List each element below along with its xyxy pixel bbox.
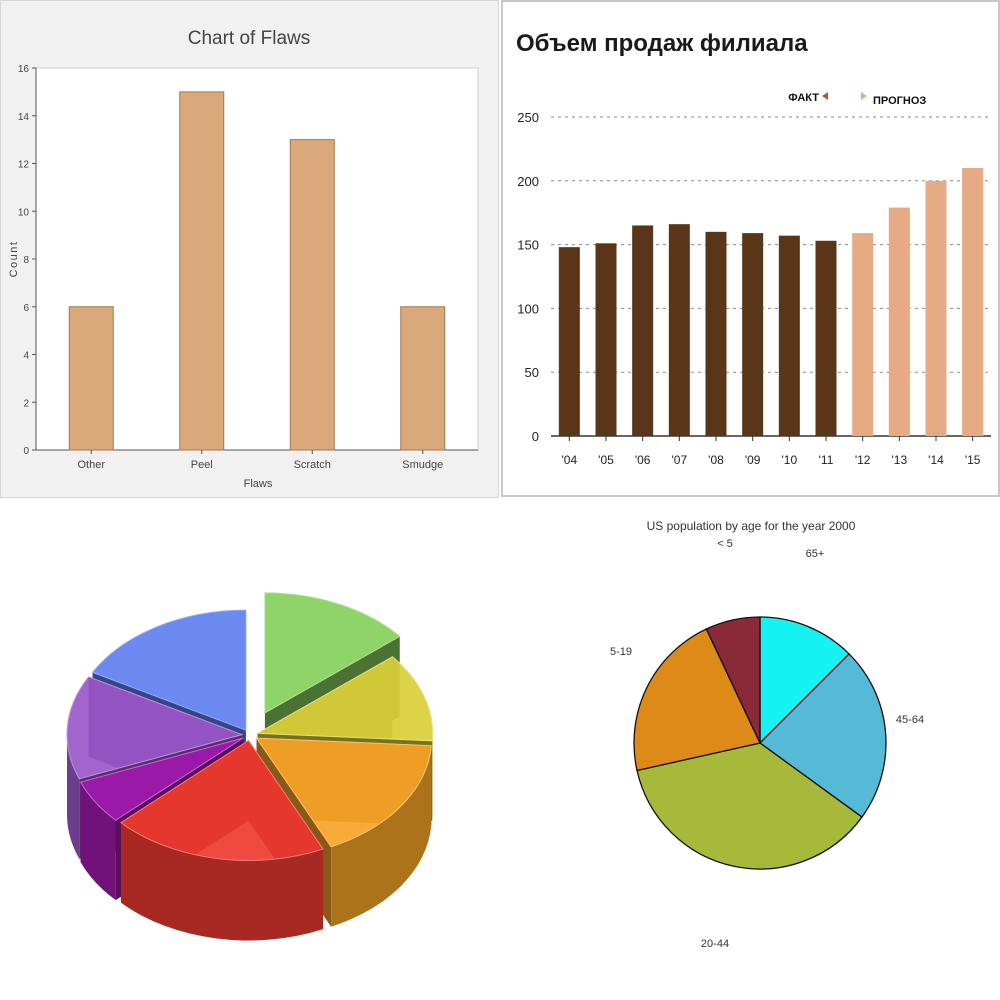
bar-forecast — [852, 233, 874, 436]
x-tick-label: '07 — [672, 453, 688, 467]
pie3d-slice-wall — [80, 782, 116, 901]
sales-chart: Объем продаж филиала 0 50 100 150 200 250 '04 '0… — [516, 30, 991, 467]
x-tick-label: '15 — [965, 453, 981, 467]
pie3d-slice-wall — [67, 734, 80, 859]
pie-slice-3 — [633, 628, 761, 772]
bar-other — [68, 306, 114, 451]
pie-slice-2 — [636, 742, 863, 870]
bar-fact — [778, 235, 800, 436]
chart-title: Объем продаж филиала — [516, 30, 808, 57]
x-tick-label: Peel — [191, 459, 213, 471]
flaws-chart-panel: Chart of Flaws 0 2 4 6 8 10 12 14 16 Other Peel Scra… — [0, 0, 499, 498]
bar-forecast — [925, 180, 947, 436]
bar-peel — [179, 91, 225, 451]
bar-fact — [668, 224, 690, 436]
y-tick-label: 100 — [517, 301, 539, 316]
pie3d-slice-top — [91, 609, 247, 731]
uspop-chart-panel: US population by age for the year 2000 65… — [500, 505, 1000, 1000]
bar-smudge — [400, 306, 446, 451]
x-tick-label: '10 — [782, 453, 798, 467]
uspop-chart: US population by age for the year 2000 65… — [610, 519, 924, 950]
slice-label: 5-19 — [610, 646, 632, 658]
pie3d-slice-top — [255, 737, 432, 848]
legend-label-fact: ФАКТ — [788, 92, 819, 104]
pie-slice-0 — [759, 616, 851, 745]
y-tick-label: 150 — [517, 238, 539, 253]
y-tick-label: 250 — [517, 110, 539, 125]
x-axis-label: Flaws — [244, 478, 273, 490]
bar-fact — [815, 240, 837, 436]
x-tick-label: '05 — [598, 453, 614, 467]
y-tick-label: 8 — [23, 255, 29, 266]
pie3d-slice-wall — [120, 822, 324, 941]
pie3d-slice-top — [79, 737, 244, 821]
bar-forecast — [962, 168, 984, 437]
y-tick-label: 2 — [23, 398, 29, 409]
y-tick-label: 12 — [18, 160, 30, 171]
sales-chart-panel: Объем продаж филиала 0 50 100 150 200 250 '04 '0… — [501, 0, 1000, 497]
pie-slice-4 — [705, 616, 761, 744]
pie-slice-1 — [759, 652, 887, 818]
x-tick-label: Smudge — [402, 459, 443, 471]
x-tick-label: '09 — [745, 453, 761, 467]
x-tick-label: '08 — [708, 453, 724, 467]
chart-title: US population by age for the year 2000 — [647, 519, 856, 533]
slice-label: 65+ — [806, 548, 825, 560]
pie3d-chart — [66, 592, 434, 941]
slice-label: 20-44 — [701, 938, 729, 950]
slice-label: 45-64 — [896, 714, 924, 726]
pie3d-slice-3 — [120, 739, 324, 941]
pie3d-slice-top — [255, 656, 434, 742]
x-tick-label: '06 — [635, 453, 651, 467]
legend-arrow-fact — [822, 92, 828, 100]
slice-label: < 5 — [717, 538, 733, 550]
y-tick-label: 16 — [18, 64, 30, 75]
x-tick-label: '11 — [819, 453, 834, 467]
x-tick-label: '04 — [562, 453, 578, 467]
bar-fact — [632, 225, 654, 436]
bar-scratch — [289, 139, 335, 451]
bar-fact — [595, 243, 617, 436]
pie3d-slice-top — [120, 739, 324, 862]
y-tick-label: 14 — [18, 112, 30, 123]
y-tick-label: 200 — [517, 174, 539, 189]
y-tick-label: 0 — [23, 446, 29, 457]
y-tick-label: 0 — [532, 429, 539, 444]
pie3d-chart-panel — [0, 505, 500, 1000]
chart-title: Chart of Flaws — [188, 28, 310, 49]
legend-label-forecast: ПРОГНОЗ — [873, 95, 926, 107]
x-tick-label: '14 — [928, 453, 944, 467]
pie3d-slice-top — [66, 676, 244, 780]
pie3d-slice-top — [264, 592, 401, 714]
legend-arrow-forecast — [861, 92, 867, 100]
y-tick-label: 6 — [23, 303, 29, 314]
y-tick-label: 50 — [525, 365, 539, 380]
x-tick-label: '13 — [892, 453, 908, 467]
bar-forecast — [888, 207, 910, 436]
y-axis-label: Count — [8, 241, 20, 278]
bar-fact — [742, 233, 764, 436]
x-tick-label: '12 — [855, 453, 871, 467]
x-tick-label: Scratch — [294, 459, 331, 471]
y-tick-label: 10 — [18, 207, 30, 218]
flaws-chart: Chart of Flaws 0 2 4 6 8 10 12 14 16 Other Peel Scra… — [8, 28, 479, 490]
bar-fact — [558, 247, 580, 436]
pie3d-slice-wall — [331, 745, 432, 927]
bar-fact — [705, 231, 727, 436]
x-tick-label: Other — [77, 459, 105, 471]
y-tick-label: 4 — [23, 351, 29, 362]
